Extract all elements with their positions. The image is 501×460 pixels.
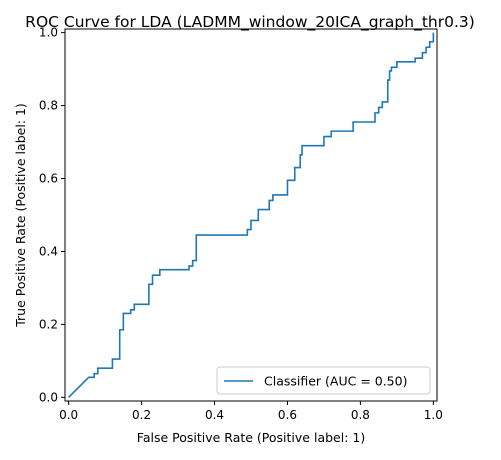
y-tick-label: 0.0 [39,390,58,404]
roc-curve-line [68,32,435,398]
x-axis-label: False Positive Rate (Positive label: 1) [137,430,365,445]
y-axis-label: True Positive Rate (Positive label: 1) [13,103,28,328]
x-tick-label: 0.4 [205,408,224,422]
y-tick-label: 1.0 [39,26,58,40]
x-tick-label: 0.6 [278,408,297,422]
x-tick-label: 0.8 [351,408,370,422]
legend-box [216,366,431,395]
y-tick-label: 0.2 [39,317,58,331]
legend: Classifier (AUC = 0.50) [216,366,431,395]
x-tick-label: 0.0 [59,408,78,422]
y-tick-label: 0.8 [39,99,58,113]
y-tick-label: 0.6 [39,172,58,186]
y-tick-label: 0.4 [39,244,58,258]
y-axis-ticks: 0.0 0.2 0.4 0.6 0.8 1.0 [39,26,65,404]
x-tick-label: 0.2 [132,408,151,422]
legend-label: Classifier (AUC = 0.50) [264,374,407,389]
x-axis-ticks: 0.0 0.2 0.4 0.6 0.8 1.0 [59,401,443,422]
chart-title: ROC Curve for LDA (LADMM_window_20ICA_gr… [25,13,475,32]
x-tick-label: 1.0 [424,408,443,422]
plot-area [64,28,438,402]
